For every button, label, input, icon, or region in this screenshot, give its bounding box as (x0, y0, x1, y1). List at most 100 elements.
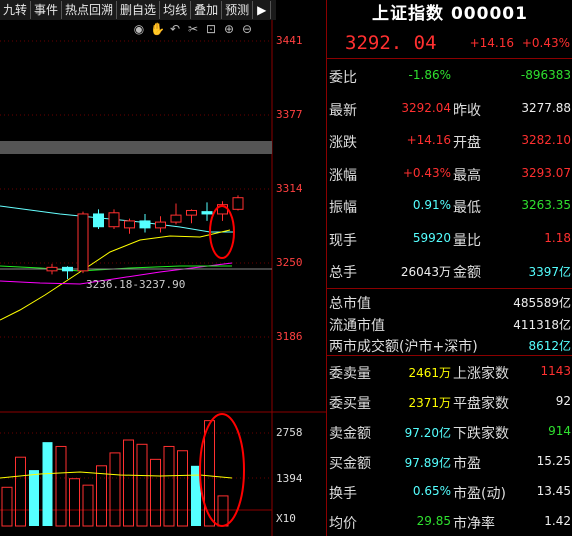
candle (202, 202, 212, 221)
quote-label: 委比 (329, 67, 357, 87)
quote-label: 涨跌 (329, 132, 357, 152)
toolbar-next-arrow-icon[interactable]: ▶ (253, 1, 271, 19)
trade-value: 914 (501, 424, 571, 438)
price-range-annotation: 3236.18-3237.90 (86, 278, 185, 291)
candle (233, 195, 243, 210)
quote-panel: 上证指数 000001 3292. 04 +14.16 +0.43% 委比 -1… (326, 0, 572, 536)
volume-bar (29, 470, 39, 526)
market-row: 流通市值 411318亿 (327, 312, 572, 334)
volume-bar (43, 442, 53, 526)
quote-label: 量比 (453, 230, 481, 250)
candle (63, 266, 73, 279)
quote-label: 最高 (453, 165, 481, 185)
candle (78, 212, 88, 274)
volume-bar (56, 446, 66, 526)
market-row: 总市值 485589亿 (327, 290, 572, 312)
volume-tick-label: 1394 (276, 472, 303, 485)
quote-value: -1.86% (387, 68, 451, 82)
current-price: 3292. 04 (345, 32, 459, 54)
quote-label: 昨收 (453, 100, 481, 120)
volume-bar (178, 451, 188, 526)
quote-label: 金额 (453, 262, 481, 282)
market-row: 两市成交额(沪市+深市) 8612亿 (327, 333, 572, 355)
quote-value: -896383 (501, 68, 571, 82)
volume-bar (137, 444, 147, 526)
trade-value: 97.89亿 (387, 454, 451, 471)
quote-value: 3293.07 (501, 166, 571, 180)
tab-forecast[interactable]: 预测 (222, 1, 253, 19)
tab-hotspot-review[interactable]: 热点回溯 (62, 1, 117, 19)
candle (218, 201, 228, 221)
market-label: 两市成交额(沪市+深市) (329, 336, 478, 356)
trade-row: 委卖量 2461万 上涨家数 1143 (327, 358, 572, 384)
candle (140, 214, 150, 233)
y-tick-label: 3250 (276, 256, 303, 269)
quote-row: 总手 26043万 金额 3397亿 (327, 257, 572, 283)
quote-row: 涨跌 +14.16 开盘 3282.10 (327, 127, 572, 153)
market-value: 8612亿 (477, 337, 571, 354)
volume-tick-label: 2758 (276, 426, 303, 439)
candle (125, 219, 135, 234)
trade-row: 均价 29.85 市净率 1.42 (327, 508, 572, 534)
volume-bar (110, 453, 120, 526)
trade-label: 市净率 (453, 513, 495, 533)
quote-value: 1.18 (501, 231, 571, 245)
trade-value: 1.42 (501, 514, 571, 528)
trade-label: 市盈 (453, 453, 481, 473)
trade-label: 换手 (329, 483, 357, 503)
volume-bar (97, 466, 107, 526)
quote-row: 涨幅 +0.43% 最高 3293.07 (327, 160, 572, 186)
price-band-highlight (0, 141, 272, 154)
quote-value: 59920 (387, 231, 451, 245)
tab-jiuzhuan[interactable]: 九转 (0, 1, 31, 19)
volume-unit-label: X10 (276, 512, 296, 525)
quote-value: 3277.88 (501, 101, 571, 115)
market-value: 411318亿 (477, 316, 571, 333)
volume-bar (164, 446, 174, 526)
trade-row: 买金额 97.89亿 市盈 15.25 (327, 448, 572, 474)
candle (171, 204, 181, 225)
quote-value: 3282.10 (501, 133, 571, 147)
trade-value: 97.20亿 (387, 424, 451, 441)
y-tick-label: 3377 (276, 108, 303, 121)
index-title: 上证指数 000001 (327, 0, 572, 28)
quote-row: 最新 3292.04 昨收 3277.88 (327, 95, 572, 121)
volume-bar (2, 487, 12, 526)
volume-bar (151, 459, 161, 526)
volume-bar (83, 485, 93, 526)
quote-label: 总手 (329, 262, 357, 282)
ma-line-yellow (0, 230, 230, 320)
quote-value: 3263.35 (501, 198, 571, 212)
quote-label: 涨幅 (329, 165, 357, 185)
trade-value: 0.65% (387, 484, 451, 498)
price-summary: 3292. 04 +14.16 +0.43% (327, 28, 572, 59)
candle (47, 264, 57, 274)
y-tick-label: 3186 (276, 330, 303, 343)
trade-value: 13.45 (501, 484, 571, 498)
tab-moving-average[interactable]: 均线 (160, 1, 191, 19)
quote-value: 3397亿 (501, 263, 571, 280)
y-tick-label: 3441 (276, 34, 303, 47)
trade-label: 委买量 (329, 393, 371, 413)
price-change-pct: +0.43% (514, 36, 570, 50)
price-change: +14.16 (459, 36, 514, 50)
trade-value: 15.25 (501, 454, 571, 468)
market-label: 流通市值 (329, 315, 385, 335)
market-label: 总市值 (329, 293, 371, 313)
candle (94, 209, 104, 229)
quote-row: 现手 59920 量比 1.18 (327, 225, 572, 251)
trade-label: 市盈(动) (453, 483, 506, 503)
trade-value: 1143 (501, 364, 571, 378)
trade-value: 2461万 (387, 364, 451, 381)
quote-value: +14.16 (387, 133, 451, 147)
quote-row: 委比 -1.86% -896383 (327, 62, 572, 88)
tab-overlay[interactable]: 叠加 (191, 1, 222, 19)
market-value: 485589亿 (477, 294, 571, 311)
tab-events[interactable]: 事件 (31, 1, 62, 19)
trade-row: 委买量 2371万 平盘家数 92 (327, 388, 572, 414)
candle (109, 209, 119, 229)
quote-value: +0.43% (387, 166, 451, 180)
kline-chart[interactable]: 3236.18-3237.90 (0, 20, 326, 536)
volume-bar (70, 479, 80, 526)
tab-remove-watchlist[interactable]: 删自选 (117, 1, 160, 19)
